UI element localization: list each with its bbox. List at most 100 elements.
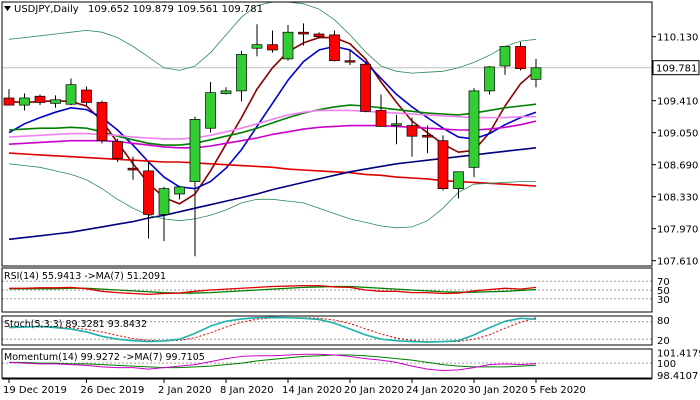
chart-title: USDJPY,Daily [14, 4, 79, 15]
candle-down [127, 167, 139, 171]
title-bar: USDJPY,Daily 109.652 109.879 109.561 109… [4, 4, 263, 15]
candle [251, 24, 263, 57]
candle-up [530, 67, 542, 80]
candle [298, 23, 309, 46]
candle-up [453, 171, 464, 190]
candle [96, 100, 108, 144]
candle [406, 117, 418, 157]
candle [344, 50, 356, 66]
candle-down [96, 102, 108, 142]
rsi-ma-line [9, 285, 537, 294]
candle [34, 94, 46, 106]
candle-up [65, 84, 77, 105]
momentum-line [8, 353, 537, 372]
price-tick-label: 107.610 [657, 257, 698, 268]
candle-down [422, 134, 433, 138]
candle-up [282, 31, 294, 60]
candle-up [50, 99, 61, 104]
rsi-pane-border [1, 267, 653, 313]
price-tick-label: 110.130 [657, 33, 698, 44]
candle-up [19, 97, 30, 106]
candle-down [34, 95, 46, 103]
candle [329, 30, 340, 62]
stoch-level-label-20: 20 [657, 336, 670, 347]
candle-down [81, 89, 92, 103]
candle [313, 32, 325, 39]
candle [484, 66, 495, 95]
price-pane-border [1, 1, 653, 267]
candle-down [267, 44, 278, 51]
candle [81, 86, 92, 106]
rsi-line [9, 284, 537, 296]
candle [499, 46, 511, 75]
rsi-level-label: 50 [657, 286, 670, 297]
rsi-level-label: 70 [657, 277, 670, 288]
candle-down [515, 46, 526, 70]
candle [468, 88, 480, 178]
price-tick-label: 109.410 [657, 97, 698, 108]
candle-up [236, 54, 247, 92]
stoch-pane-border [1, 315, 653, 346]
price-tick-label: 107.970 [657, 225, 698, 236]
candle-up [205, 92, 216, 129]
date-tick-label: 14 Jan 2020 [282, 385, 342, 396]
momentum-pane-border [1, 348, 653, 379]
candle [375, 94, 387, 127]
candle-down [406, 125, 418, 137]
candle-up [174, 186, 185, 195]
candle-down [3, 97, 15, 106]
candle-down [112, 141, 123, 159]
price-tick-label: 109.050 [657, 129, 698, 140]
candle [220, 87, 232, 95]
date-tick-label: 20 Jan 2020 [344, 385, 404, 396]
candle [143, 162, 154, 239]
candle [19, 93, 30, 111]
date-tick-label: 2 Jan 2020 [158, 385, 212, 396]
momentum-ma-line [9, 354, 537, 369]
candle [422, 125, 433, 154]
candle [515, 42, 526, 71]
candle-up [391, 123, 402, 126]
candle [50, 95, 61, 108]
candle [391, 114, 402, 145]
candle-down [313, 33, 325, 38]
rsi-level-label: 30 [657, 295, 670, 306]
price-tick-label: 108.330 [657, 193, 698, 204]
current-price-label: 109.781 [656, 64, 697, 75]
momentum-tick-label: 98.4107 [657, 371, 698, 382]
ohlc-readout: 109.652 109.879 109.561 109.781 [88, 4, 263, 15]
candle [158, 186, 170, 242]
candle-down [344, 60, 356, 63]
date-tick-label: 26 Dec 2019 [81, 385, 145, 396]
candle [174, 186, 185, 200]
candle [127, 156, 139, 180]
candle [189, 116, 201, 257]
candle-down [143, 170, 154, 215]
candle-down [329, 34, 340, 62]
momentum-tick-label: 100 [657, 359, 676, 370]
candle-up [189, 118, 201, 182]
collapse-triangle-icon[interactable] [4, 6, 11, 11]
candle [530, 58, 542, 88]
candle-up [468, 90, 480, 168]
candle [3, 89, 15, 106]
current-price-box [652, 60, 700, 76]
candle [282, 25, 294, 61]
candle-up [251, 44, 263, 49]
candle [112, 138, 123, 162]
candle-up [158, 188, 170, 215]
momentum-tick-label: 101.4179 [657, 349, 700, 360]
candle [236, 50, 247, 102]
stoch-d-line [9, 317, 537, 343]
candle-up [220, 90, 232, 94]
candle-down [375, 110, 387, 127]
candle [267, 30, 278, 53]
candle [437, 135, 449, 191]
candle-up [499, 46, 511, 67]
stoch-k-line [8, 316, 537, 343]
date-tick-label: 30 Jan 2020 [468, 385, 528, 396]
price-tick-label: 108.690 [657, 161, 698, 172]
candle-down [298, 31, 309, 35]
